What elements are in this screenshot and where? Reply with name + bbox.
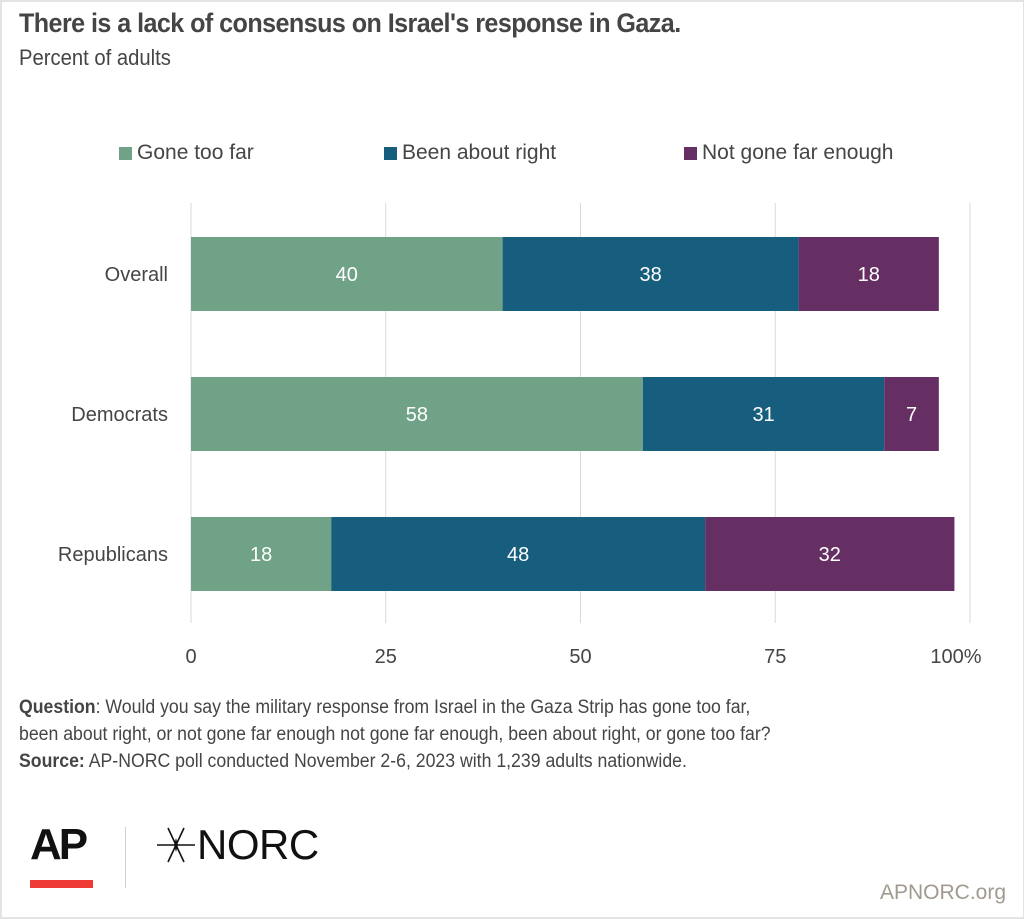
data-label: 18 [858, 264, 880, 286]
legend-swatch-been-about-right [384, 146, 397, 160]
question-line-1: Question: Would you say the military res… [19, 694, 771, 721]
logo-divider [125, 827, 126, 888]
norc-wordmark: NORC [197, 821, 319, 868]
question-line-2: been about right, or not gone far enough… [19, 724, 771, 745]
x-axis-tick-labels: 0 25 50 75 100% [185, 646, 981, 668]
data-label: 38 [639, 264, 661, 286]
chart-title: There is a lack of consensus on Israel's… [19, 8, 681, 38]
source-text: AP-NORC poll conducted November 2-6, 202… [84, 751, 687, 772]
data-label: 48 [507, 544, 529, 566]
bar-segment [642, 377, 885, 451]
x-tick-label: 25 [375, 646, 397, 668]
ap-logo-underline [30, 880, 93, 888]
bars [191, 237, 955, 591]
bar-segment [884, 377, 939, 451]
data-label: 58 [406, 404, 428, 426]
norc-logo: NORC [156, 822, 319, 868]
category-label: Overall [105, 264, 168, 286]
legend-label: Not gone far enough [702, 141, 894, 164]
bar-segment [191, 377, 643, 451]
data-label: 18 [250, 544, 272, 566]
x-tick-label: 50 [569, 646, 591, 668]
chart-subtitle: Percent of adults [19, 45, 171, 70]
legend-label: Been about right [402, 141, 557, 164]
data-label: 40 [336, 264, 358, 286]
data-label: 32 [819, 544, 841, 566]
ap-logo: AP [30, 820, 88, 869]
legend-item-not-gone-far-enough: Not gone far enough [684, 140, 893, 166]
star-burst-icon [157, 827, 195, 863]
legend-label: Gone too far [137, 141, 254, 164]
source-label: Source: [19, 751, 85, 772]
bar-segment [191, 237, 503, 311]
legend-item-been-about-right: Been about right [384, 140, 556, 166]
x-tick-label: 0 [185, 646, 196, 668]
data-label: 31 [752, 404, 774, 426]
bar-segment [798, 237, 939, 311]
bar-segment [502, 237, 799, 311]
site-link[interactable]: APNORC.org [879, 881, 1006, 904]
source-line: Source: AP-NORC poll conducted November … [19, 748, 771, 775]
question-label: Question [19, 697, 96, 718]
legend-swatch-not-gone-far-enough [684, 146, 697, 160]
footnote: Question: Would you say the military res… [19, 694, 771, 775]
category-label: Republicans [58, 544, 168, 566]
legend-swatch-gone-too-far [119, 146, 132, 160]
data-labels: 40 38 18 58 31 7 18 48 32 [250, 264, 917, 566]
bar-segment [331, 517, 706, 591]
bar-segment [191, 517, 332, 591]
category-labels: Overall Democrats Republicans [58, 264, 168, 566]
x-tick-label: 100% [930, 646, 981, 668]
category-label: Democrats [71, 404, 168, 426]
question-text: : Would you say the military response fr… [95, 697, 751, 718]
x-tick-label: 75 [764, 646, 786, 668]
data-label: 7 [906, 404, 917, 426]
bar-segment [705, 517, 955, 591]
legend-item-gone-too-far: Gone too far [119, 140, 254, 166]
